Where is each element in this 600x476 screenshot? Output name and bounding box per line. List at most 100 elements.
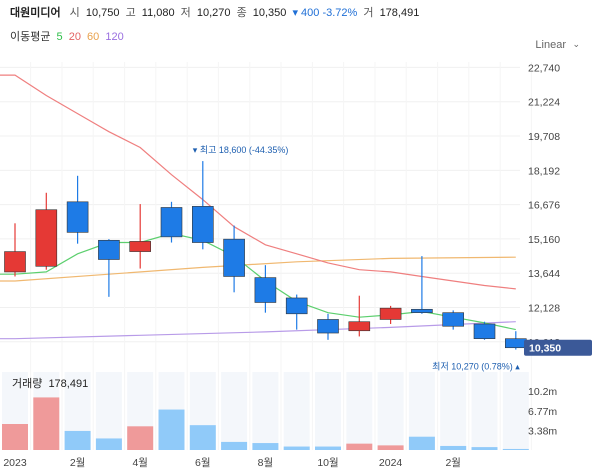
price-axis: 22,740 21,224 19,708 18,192 16,676 15,160 13,6…	[528, 62, 560, 348]
candlesticks	[4, 161, 527, 350]
y-tick-label: 21,224	[528, 97, 560, 109]
candle-body	[254, 277, 277, 303]
low-label: 저	[180, 7, 191, 19]
volume-column-bg	[95, 372, 122, 450]
close-value: 10,350	[252, 7, 287, 19]
volume-bar	[64, 430, 91, 450]
volume-bar	[346, 443, 373, 450]
ma-20-label: 20	[68, 31, 81, 43]
x-tick-label: 10월	[317, 457, 338, 469]
ma-60-line	[0, 256, 516, 282]
candle-body	[98, 239, 120, 260]
ma-60-label: 60	[87, 31, 100, 43]
volume-bar	[158, 409, 185, 450]
x-tick-label: 2023	[3, 457, 27, 469]
last-price-tag	[524, 339, 592, 356]
candle-body	[160, 207, 183, 238]
volume-bar	[33, 397, 60, 450]
volume-column-bg	[283, 372, 310, 450]
chevron-down-icon[interactable]: ⌄	[572, 39, 580, 49]
x-tick-label: 4월	[132, 457, 148, 469]
volume-bar	[283, 446, 310, 450]
stock-name: 대원미디어	[10, 7, 61, 19]
ma-120-line	[0, 321, 516, 340]
y-tick-label: 13,644	[528, 268, 560, 280]
quote-header: 대원미디어 시 10,750 고 11,080 저 10,270 종 10,35…	[10, 4, 422, 20]
volume-bar	[502, 448, 529, 450]
candle-body	[285, 297, 308, 315]
scale-mode-selector[interactable]: Linear	[535, 39, 566, 51]
candle-body	[4, 251, 26, 273]
annotations: ▾ 최고 18,600 (-44.35%) 최저 10,270 (0.78%) ▴…	[193, 145, 592, 372]
y-tick-label: 16,676	[528, 200, 560, 212]
candle-body	[411, 308, 433, 313]
price-gridlines	[0, 62, 532, 450]
volume-bar	[440, 445, 467, 450]
volume-tick-label: 10.2m	[528, 386, 557, 398]
candle-body	[317, 319, 339, 334]
moving-average-legend[interactable]: 이동평균 5 20 60 120	[10, 28, 127, 44]
volume-bar	[221, 441, 248, 450]
candle-body	[66, 201, 89, 233]
open-value: 10,750	[85, 7, 120, 19]
volume-bar	[189, 425, 216, 450]
candle-body	[442, 312, 465, 327]
ma-legend-title: 이동평균	[10, 31, 51, 43]
x-tick-label: 2024	[379, 457, 403, 469]
volume-bar	[315, 446, 341, 450]
ma-120-label: 120	[105, 31, 124, 43]
candle-body	[192, 206, 214, 243]
volume-value: 178,491	[379, 7, 420, 19]
high-value: 11,080	[141, 7, 175, 19]
high-annotation: ▾ 최고 18,600 (-44.35%)	[193, 145, 289, 155]
candle-body	[35, 209, 58, 267]
volume-column-bg	[315, 372, 341, 450]
volume-bar	[471, 447, 498, 450]
last-price-label: 10,350	[529, 343, 561, 355]
y-tick-label: 12,128	[528, 303, 560, 315]
high-label: 고	[125, 7, 136, 19]
volume-bar	[377, 445, 404, 450]
x-tick-label: 8월	[258, 457, 274, 469]
candle-body	[379, 307, 402, 320]
ma-5-label: 5	[56, 31, 63, 43]
x-tick-label: 2월	[445, 457, 461, 469]
volume-title-label: 거래량	[12, 378, 43, 390]
volume-tick-label: 6.77m	[528, 406, 557, 418]
volume-bar	[2, 424, 28, 450]
volume-tick-label: 3.38m	[528, 425, 557, 437]
volume-bar	[252, 443, 279, 450]
volume-column-bg	[252, 372, 279, 450]
volume-title-value: 178,491	[48, 378, 89, 390]
x-tick-label: 6월	[195, 457, 211, 469]
x-tick-label: 2월	[70, 457, 86, 469]
y-tick-label: 19,708	[528, 131, 560, 143]
volume-column-bg	[221, 372, 248, 450]
y-tick-label: 18,192	[528, 165, 560, 177]
volume-bar	[95, 438, 122, 450]
time-axis: 2023 2월 4월 6월 8월 10월 2024 2월	[3, 457, 461, 469]
ma-20-line	[0, 74, 516, 290]
candle-body	[504, 338, 527, 349]
volume-column-bg	[440, 372, 467, 450]
volume-axis: 10.2m 6.77m 3.38m	[528, 386, 557, 437]
volume-column-bg	[471, 372, 498, 450]
change-value: ▾ 400 -3.72%	[292, 7, 358, 19]
candle-body	[129, 241, 151, 252]
y-tick-label: 22,740	[528, 62, 560, 74]
candle-body	[348, 321, 371, 332]
volume-column-bg	[502, 372, 529, 450]
low-value: 10,270	[196, 7, 231, 19]
volume-bar	[127, 426, 154, 450]
low-annotation: 최저 10,270 (0.78%) ▴	[432, 362, 520, 372]
y-tick-label: 15,160	[528, 234, 560, 246]
volume-label: 거	[363, 7, 374, 19]
candle-body	[473, 323, 496, 339]
volume-column-bg	[377, 372, 404, 450]
open-label: 시	[69, 7, 80, 19]
volume-bar	[408, 436, 435, 450]
volume-bars	[2, 372, 529, 450]
close-label: 종	[236, 7, 247, 19]
volume-column-bg	[346, 372, 373, 450]
